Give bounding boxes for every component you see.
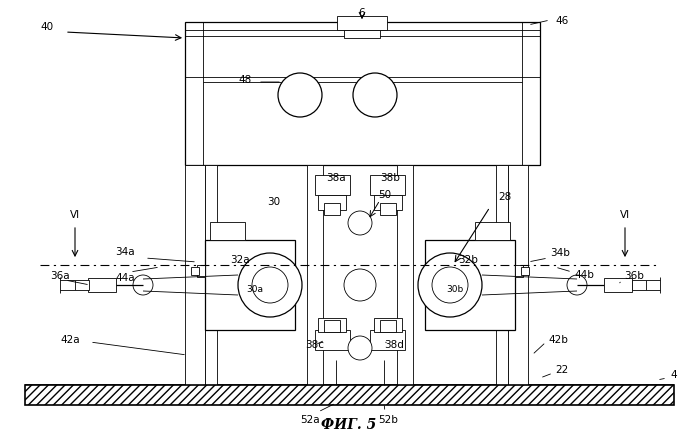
Bar	[315, 175, 350, 195]
Text: 34b: 34b	[550, 248, 570, 258]
Bar	[370, 175, 405, 195]
Text: 40: 40	[40, 22, 53, 32]
Circle shape	[238, 253, 302, 317]
Text: VI: VI	[620, 210, 630, 220]
Bar	[318, 195, 346, 210]
Text: 22: 22	[555, 365, 568, 375]
Circle shape	[344, 269, 376, 301]
Bar	[210, 222, 245, 240]
Bar	[324, 203, 340, 215]
Text: 44b: 44b	[574, 270, 594, 280]
Text: 42a: 42a	[60, 335, 80, 345]
Bar	[185, 22, 540, 165]
Circle shape	[252, 267, 288, 303]
Bar	[205, 240, 295, 330]
Text: 50: 50	[378, 190, 391, 200]
Text: 36a: 36a	[50, 271, 70, 281]
Circle shape	[418, 253, 482, 317]
Text: 32a: 32a	[230, 255, 250, 265]
Bar	[25, 385, 674, 405]
Text: 28: 28	[498, 192, 511, 202]
Bar	[632, 280, 646, 290]
Bar	[318, 318, 346, 332]
Bar	[515, 265, 523, 277]
Circle shape	[353, 73, 397, 117]
Text: 34a: 34a	[115, 247, 135, 257]
Bar	[315, 330, 350, 350]
Text: 52b: 52b	[378, 415, 398, 425]
Bar	[475, 222, 510, 240]
Text: 30b: 30b	[447, 286, 463, 294]
Text: 6: 6	[359, 8, 366, 18]
Bar	[344, 30, 380, 38]
Bar	[397, 165, 413, 385]
Text: VI: VI	[70, 210, 80, 220]
Text: 44a: 44a	[115, 273, 135, 283]
Text: 46: 46	[555, 16, 568, 26]
Text: 48: 48	[239, 75, 252, 85]
Text: 32b: 32b	[458, 255, 478, 265]
Bar	[88, 278, 116, 292]
Bar	[521, 267, 529, 275]
Bar	[425, 240, 515, 330]
Bar	[324, 320, 340, 332]
Bar	[370, 330, 405, 350]
Text: ФИГ. 5: ФИГ. 5	[322, 418, 377, 432]
Text: 42b: 42b	[548, 335, 568, 345]
Bar	[604, 278, 632, 292]
Bar	[307, 165, 323, 385]
Text: 38b: 38b	[380, 173, 400, 183]
Bar	[380, 320, 396, 332]
Bar	[205, 165, 217, 385]
Circle shape	[567, 275, 587, 295]
Text: 30: 30	[267, 197, 280, 207]
Circle shape	[432, 267, 468, 303]
Bar	[191, 267, 199, 275]
Circle shape	[348, 211, 372, 235]
Bar	[185, 165, 205, 385]
Text: 52a: 52a	[300, 415, 320, 425]
Circle shape	[278, 73, 322, 117]
Bar	[374, 195, 402, 210]
Text: 38a: 38a	[326, 173, 345, 183]
Bar	[508, 165, 528, 385]
Text: 4: 4	[670, 370, 677, 380]
Bar	[337, 16, 387, 30]
Text: 30a: 30a	[247, 286, 264, 294]
Bar	[380, 203, 396, 215]
Text: 38d: 38d	[384, 340, 404, 350]
Bar	[75, 280, 89, 290]
Bar	[496, 165, 508, 385]
Bar	[374, 318, 402, 332]
Circle shape	[133, 275, 153, 295]
Bar	[197, 265, 205, 277]
Text: 38c: 38c	[305, 340, 324, 350]
Circle shape	[348, 336, 372, 360]
Text: 36b: 36b	[624, 271, 644, 281]
